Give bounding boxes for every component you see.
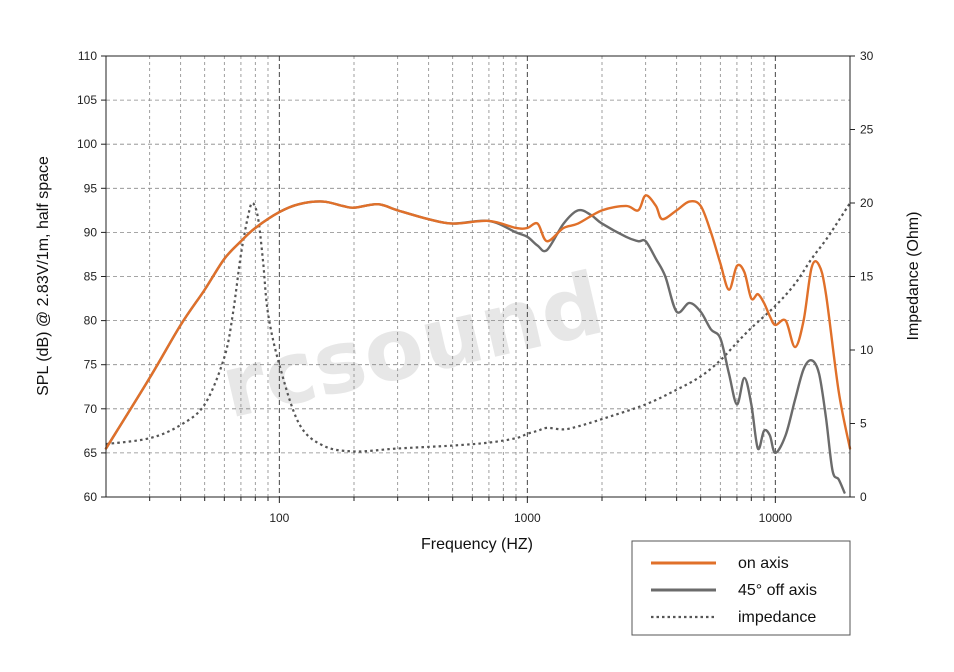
left-tick-label: 85 xyxy=(84,270,98,284)
right-tick-label: 10 xyxy=(860,343,874,357)
x-axis-ticks: 100 1000 10000 xyxy=(149,497,793,525)
right-tick-label: 20 xyxy=(860,196,874,210)
grid xyxy=(106,56,850,497)
x-axis-title: Frequency (HZ) xyxy=(421,536,533,553)
left-tick-label: 90 xyxy=(84,225,98,239)
y-axis-title-right: Impedance (Ohm) xyxy=(905,212,922,341)
right-tick-label: 15 xyxy=(860,270,874,284)
legend: on axis 45° off axis impedance xyxy=(631,540,851,636)
x-tick-label: 1000 xyxy=(514,511,541,525)
left-tick-label: 105 xyxy=(77,93,97,107)
left-tick-label: 80 xyxy=(84,314,98,328)
x-tick-label: 100 xyxy=(269,511,289,525)
right-tick-label: 25 xyxy=(860,123,874,137)
legend-box xyxy=(631,540,851,636)
legend-label-on-axis: on axis xyxy=(738,555,789,572)
left-tick-label: 95 xyxy=(84,181,98,195)
left-tick-label: 100 xyxy=(77,137,97,151)
left-tick-label: 110 xyxy=(78,49,97,63)
right-tick-label: 5 xyxy=(860,417,867,431)
left-tick-label: 75 xyxy=(84,358,98,372)
right-axis-ticks: 0 5 10 15 20 25 30 xyxy=(850,49,874,504)
left-tick-label: 70 xyxy=(84,402,98,416)
series-on-axis-line xyxy=(104,194,852,450)
right-tick-label: 30 xyxy=(860,49,874,63)
series-impedance-line xyxy=(105,201,851,453)
left-tick-label: 65 xyxy=(84,446,98,460)
legend-label-off-axis: 45° off axis xyxy=(738,582,817,599)
left-axis-ticks: 60 65 70 75 80 85 90 95 100 105 110 xyxy=(77,49,106,504)
left-tick-label: 60 xyxy=(84,490,98,504)
legend-label-impedance: impedance xyxy=(738,609,816,626)
series xyxy=(104,194,852,494)
right-tick-label: 0 xyxy=(860,490,867,504)
x-tick-label: 10000 xyxy=(759,511,793,525)
y-axis-title-left: SPL (dB) @ 2.83V/1m, half space xyxy=(35,156,52,396)
